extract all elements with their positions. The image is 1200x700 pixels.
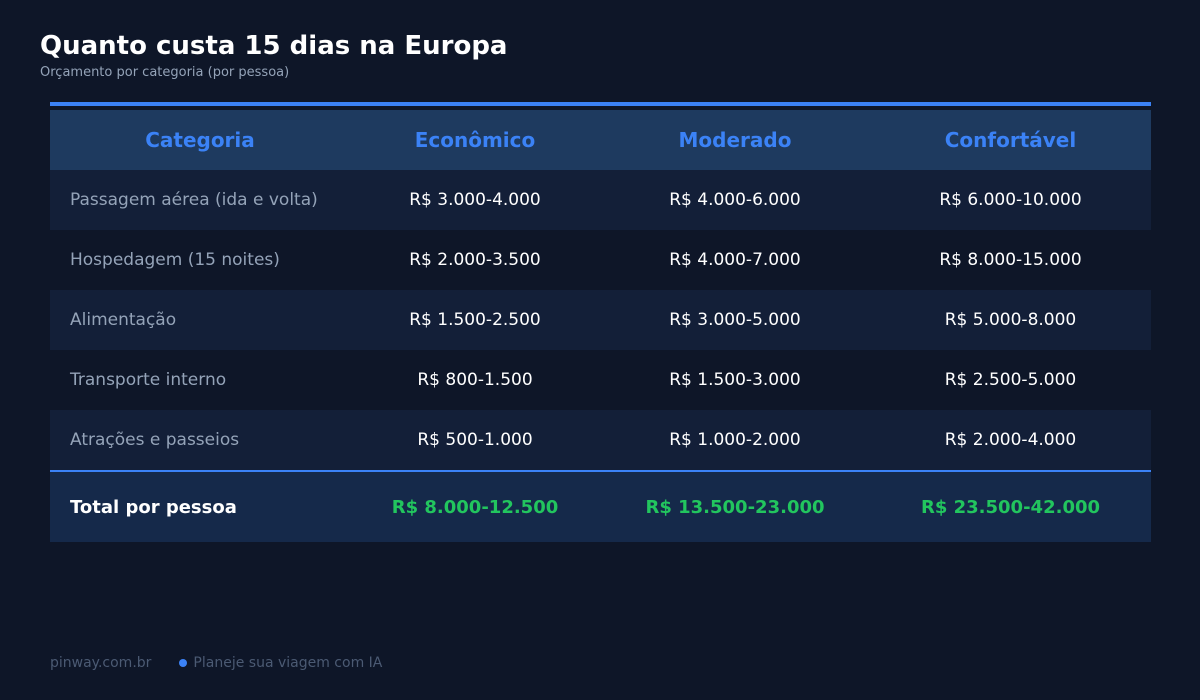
budget-table: Categoria Econômico Moderado Confortável… (50, 110, 1151, 542)
page-title: Quanto custa 15 dias na Europa (40, 31, 508, 61)
cell-moderado: R$ 3.000-5.000 (600, 290, 870, 350)
cell-economico: R$ 3.000-4.000 (350, 170, 600, 230)
table-accent-bar (50, 102, 1151, 106)
cell-confortavel: R$ 2.000-4.000 (870, 410, 1151, 471)
total-confortavel: R$ 23.500-42.000 (870, 470, 1151, 542)
header-confortavel: Confortável (870, 110, 1151, 170)
cell-moderado: R$ 1.000-2.000 (600, 410, 870, 471)
footer-site: pinway.com.br (50, 655, 152, 671)
footer-tagline: Planeje sua viagem com IA (193, 655, 383, 671)
row-category: Passagem aérea (ida e volta) (50, 170, 350, 230)
cell-moderado: R$ 1.500-3.000 (600, 350, 870, 410)
table-row: Transporte interno R$ 800-1.500 R$ 1.500… (50, 350, 1151, 410)
cell-economico: R$ 500-1.000 (350, 410, 600, 471)
row-category: Atrações e passeios (50, 410, 350, 471)
row-category: Transporte interno (50, 350, 350, 410)
table-row: Atrações e passeios R$ 500-1.000 R$ 1.00… (50, 410, 1151, 471)
cell-moderado: R$ 4.000-6.000 (600, 170, 870, 230)
row-category: Hospedagem (15 noites) (50, 230, 350, 290)
total-economico: R$ 8.000-12.500 (350, 470, 600, 542)
cell-moderado: R$ 4.000-7.000 (600, 230, 870, 290)
total-row: Total por pessoa R$ 8.000-12.500 R$ 13.5… (50, 470, 1151, 542)
table-row: Passagem aérea (ida e volta) R$ 3.000-4.… (50, 170, 1151, 230)
budget-table-container: Categoria Econômico Moderado Confortável… (50, 102, 1151, 542)
cell-economico: R$ 2.000-3.500 (350, 230, 600, 290)
header-categoria: Categoria (50, 110, 350, 170)
header-moderado: Moderado (600, 110, 870, 170)
total-moderado: R$ 13.500-23.000 (600, 470, 870, 542)
cell-confortavel: R$ 5.000-8.000 (870, 290, 1151, 350)
cell-economico: R$ 1.500-2.500 (350, 290, 600, 350)
total-label: Total por pessoa (50, 470, 350, 542)
cell-economico: R$ 800-1.500 (350, 350, 600, 410)
table-row: Hospedagem (15 noites) R$ 2.000-3.500 R$… (50, 230, 1151, 290)
cell-confortavel: R$ 8.000-15.000 (870, 230, 1151, 290)
page-subtitle: Orçamento por categoria (por pessoa) (40, 65, 290, 80)
row-category: Alimentação (50, 290, 350, 350)
cell-confortavel: R$ 2.500-5.000 (870, 350, 1151, 410)
footer-dot-icon (179, 659, 188, 667)
footer: pinway.com.br Planeje sua viagem com IA (50, 654, 382, 672)
table-header-row: Categoria Econômico Moderado Confortável (50, 110, 1151, 170)
table-row: Alimentação R$ 1.500-2.500 R$ 3.000-5.00… (50, 290, 1151, 350)
header-economico: Econômico (350, 110, 600, 170)
cell-confortavel: R$ 6.000-10.000 (870, 170, 1151, 230)
